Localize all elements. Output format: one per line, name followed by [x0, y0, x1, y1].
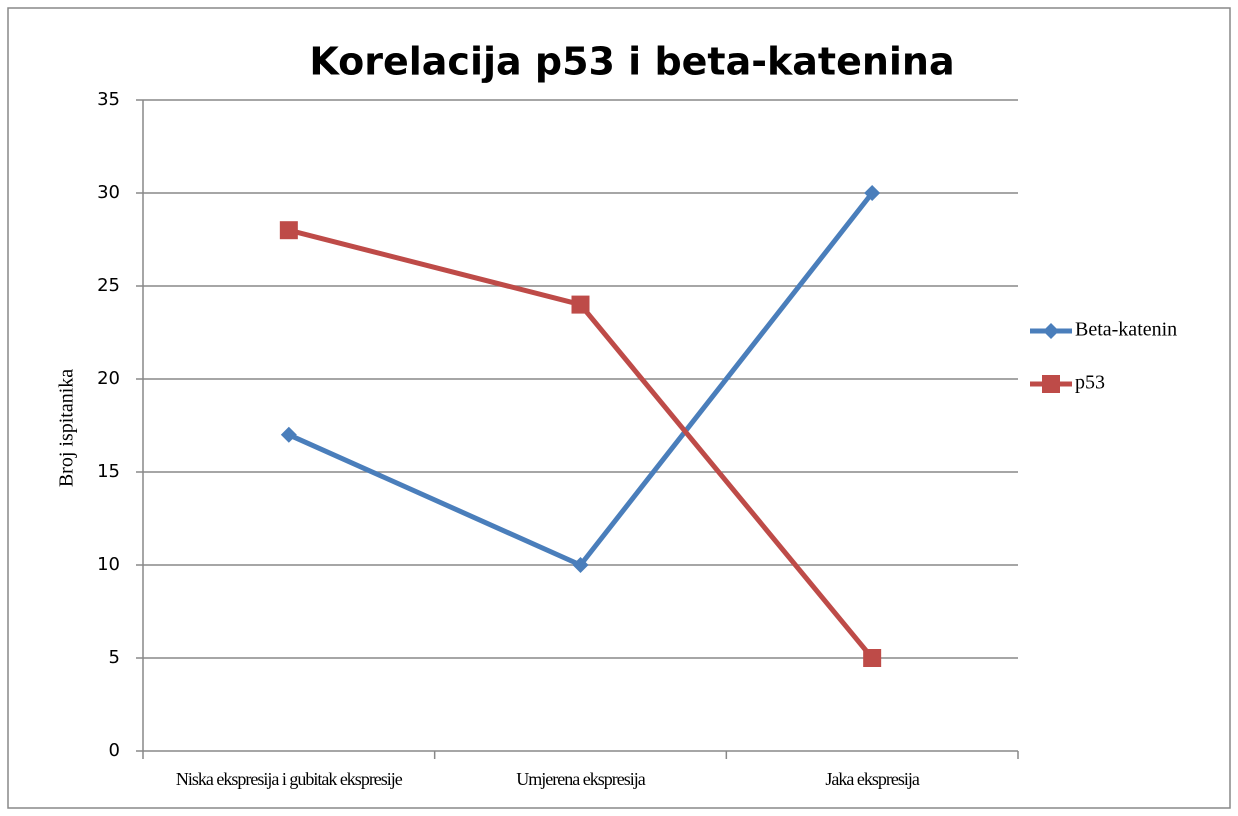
- y-tick-label: 35: [97, 89, 120, 110]
- chart-title: Korelacija p53 i beta-katenina: [309, 40, 954, 84]
- data-point: [572, 557, 589, 573]
- data-point: [864, 185, 881, 201]
- legend-label: Beta-katenin: [1075, 319, 1177, 341]
- y-tick-label: 0: [109, 740, 120, 761]
- x-tick-label: Jaka ekspresija: [825, 769, 919, 789]
- y-axis-label: Broj ispitanika: [56, 369, 78, 487]
- x-tick-label: Niska ekspresija i gubitak ekspresije: [176, 769, 403, 789]
- legend-label: p53: [1075, 372, 1105, 394]
- x-tick-label: Umjerena ekspresija: [516, 769, 645, 789]
- legend-marker: [1042, 375, 1060, 393]
- y-tick-label: 20: [97, 368, 120, 389]
- y-tick-label: 5: [109, 647, 120, 668]
- data-point: [863, 649, 882, 667]
- data-point: [279, 221, 298, 240]
- y-tick-label: 30: [97, 182, 120, 203]
- y-tick-label: 15: [97, 461, 120, 482]
- chart-border: [7, 7, 1231, 809]
- data-point: [571, 295, 590, 314]
- y-tick-label: 10: [97, 554, 120, 575]
- data-point: [280, 426, 297, 443]
- legend-marker: [1043, 323, 1059, 339]
- y-tick-label: 25: [97, 275, 120, 296]
